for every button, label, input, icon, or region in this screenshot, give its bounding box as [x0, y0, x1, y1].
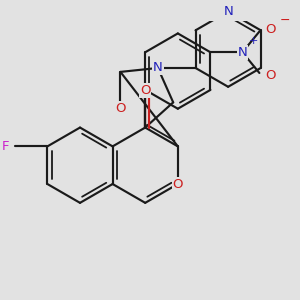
Text: N: N: [223, 5, 233, 18]
Text: O: O: [140, 84, 151, 97]
Text: +: +: [249, 36, 258, 46]
Text: O: O: [266, 22, 276, 36]
Text: O: O: [115, 102, 126, 115]
Text: N: N: [238, 46, 247, 59]
Text: −: −: [280, 14, 290, 27]
Text: F: F: [2, 140, 9, 153]
Text: O: O: [266, 69, 276, 82]
Text: O: O: [172, 178, 183, 190]
Text: N: N: [153, 61, 163, 74]
